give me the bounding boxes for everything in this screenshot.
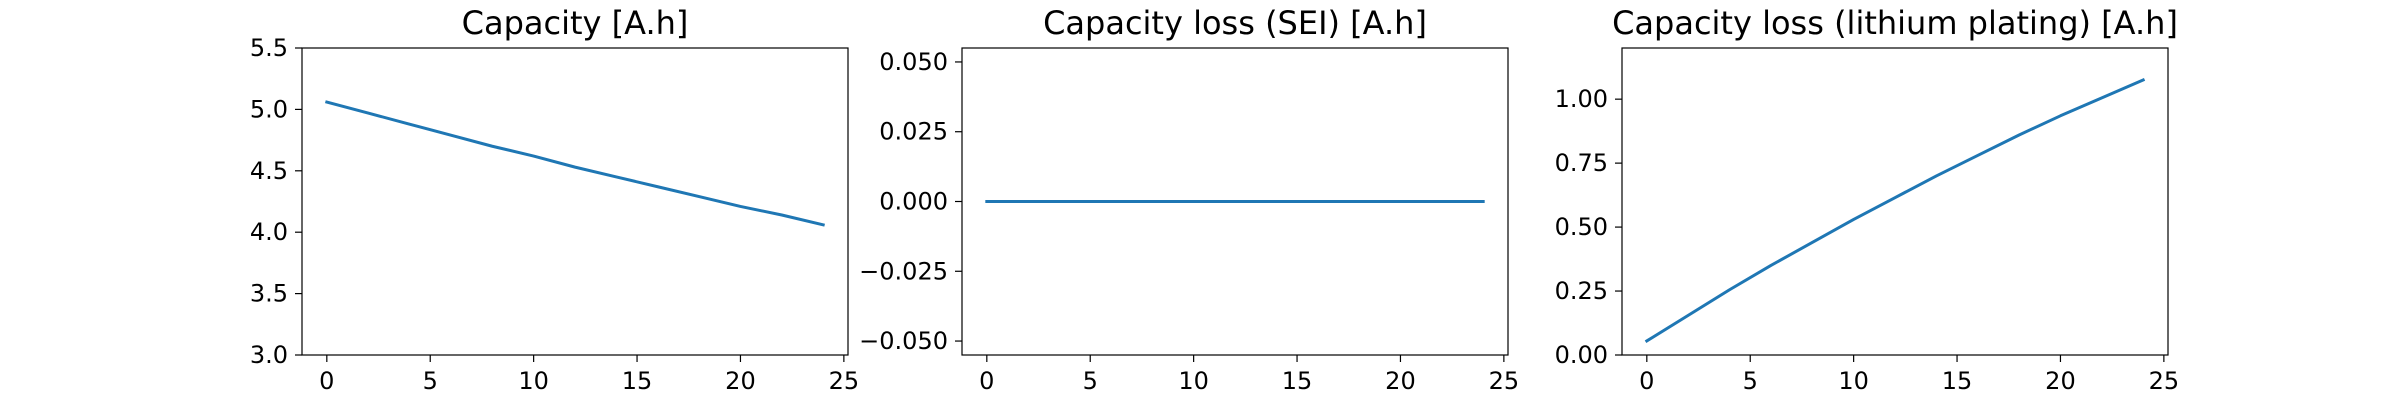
y-tick-label: 5.0 <box>250 95 288 123</box>
y-tick-label: 3.0 <box>250 341 288 369</box>
x-tick-label: 15 <box>1942 367 1973 395</box>
x-tick-label: 0 <box>319 367 334 395</box>
panel-title: Capacity loss (lithium plating) [A.h] <box>1612 4 2178 42</box>
axes-frame <box>301 47 849 356</box>
axes-frame <box>961 47 1509 356</box>
x-tick-label: 0 <box>1639 367 1654 395</box>
plating-loss-panel: Capacity loss (lithium plating) [A.h] 0 5 1… <box>1555 4 2180 395</box>
x-tick-label: 15 <box>622 367 653 395</box>
x-tick-label: 20 <box>1385 367 1416 395</box>
sei-loss-panel: Capacity loss (SEI) [A.h] 0 5 10 15 20 25 −0.05… <box>859 4 1519 395</box>
x-tick-label: 25 <box>2149 367 2180 395</box>
y-tick-label: 1.00 <box>1555 85 1608 113</box>
y-tick-label: 0.00 <box>1555 341 1608 369</box>
x-tick-label: 10 <box>1838 367 1869 395</box>
y-tick-label: −0.050 <box>859 327 948 355</box>
y-tick-label: 3.5 <box>250 280 288 308</box>
panel-title: Capacity [A.h] <box>462 4 689 42</box>
x-tick-label: 5 <box>1743 367 1758 395</box>
y-tick-label: 0.000 <box>879 188 948 216</box>
y-tick-label: 0.75 <box>1555 149 1608 177</box>
y-tick-label: 0.025 <box>879 118 948 146</box>
series-line <box>324 100 825 227</box>
x-tick-label: 10 <box>518 367 549 395</box>
y-tick-label: 4.0 <box>250 218 288 246</box>
x-tick-label: 25 <box>1489 367 1520 395</box>
capacity-panel: Capacity [A.h] 0 5 10 15 20 25 3.0 3.5 4.0 4.5 5.0 5… <box>250 4 859 395</box>
x-tick-label: 20 <box>725 367 756 395</box>
x-tick-label: 15 <box>1282 367 1313 395</box>
x-tick-label: 0 <box>979 367 994 395</box>
x-tick-label: 10 <box>1178 367 1209 395</box>
y-tick-label: −0.025 <box>859 257 948 285</box>
x-tick-label: 5 <box>1083 367 1098 395</box>
y-tick-label: 0.050 <box>879 48 948 76</box>
x-tick-label: 25 <box>829 367 860 395</box>
series-line <box>1644 78 2146 343</box>
y-tick-label: 0.50 <box>1555 213 1608 241</box>
x-tick-label: 5 <box>423 367 438 395</box>
y-tick-label: 0.25 <box>1555 277 1608 305</box>
panel-title: Capacity loss (SEI) [A.h] <box>1043 4 1427 42</box>
y-tick-label: 4.5 <box>250 157 288 185</box>
axes-frame <box>1621 47 2169 356</box>
x-tick-label: 20 <box>2045 367 2076 395</box>
y-tick-label: 5.5 <box>250 34 288 62</box>
